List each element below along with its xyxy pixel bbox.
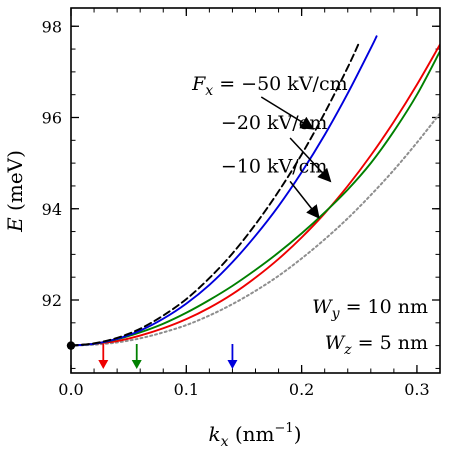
field-arrow-0 [260,96,315,130]
x-tick-label: 0.2 [289,380,314,399]
x-tick-label: 0.3 [404,380,429,399]
x-tick-label: 0.0 [58,380,83,399]
series-line-0 [71,41,361,347]
series-line-1 [71,35,378,347]
y-axis-ticks: 92 94 96 98 [42,17,440,369]
field-label-0: Fx = −50 kV/cm [191,73,348,99]
plot-frame [70,7,441,374]
y-tick-label: 94 [42,200,62,219]
series-layer [71,35,440,347]
field-label-2: −10 kV/cm [221,155,327,177]
width-annotation-z: Wz = 5 nm [325,332,428,358]
x-tick-label: 0.1 [174,380,199,399]
onset-arrow-head [131,360,142,369]
field-arrow-1 [289,137,332,183]
series-line-4 [71,112,440,347]
series-line-2 [71,50,440,347]
y-tick-label: 96 [42,109,62,128]
field-arrow-2 [289,180,320,219]
x-axis-title: kx (nm−1) [208,421,301,450]
onset-arrow-head [227,360,238,369]
x-axis-ticks: 0.0 0.1 0.2 0.3 [58,8,441,399]
series-line-3 [71,43,440,347]
y-tick-label: 98 [42,17,62,36]
y-axis-title: E (meV) [3,150,27,233]
width-annotation-y: Wy = 10 nm [312,296,428,322]
y-tick-label: 92 [42,291,62,310]
field-label-1: −20 kV/cm [221,112,327,134]
annotation-layer: Fx = −50 kV/cm −20 kV/cm −10 kV/cm Wy = 10 … [191,73,428,358]
onset-arrow-head [98,360,109,369]
